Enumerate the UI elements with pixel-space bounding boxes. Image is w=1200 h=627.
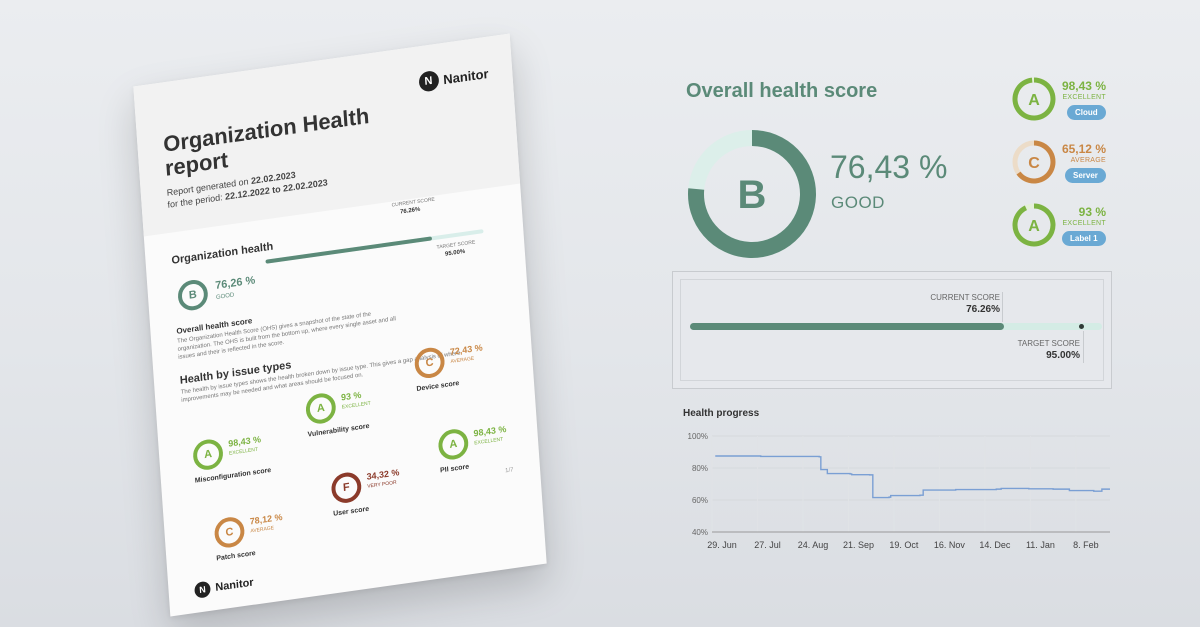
- target-score-value: 95.00%: [1046, 350, 1080, 361]
- card-patch-title: Patch score: [216, 549, 256, 563]
- card-vuln-pct: 93 %: [340, 389, 362, 403]
- y-tick-label: 100%: [688, 432, 708, 441]
- x-tick-label: 21. Sep: [843, 540, 874, 550]
- report-logo-text: Nanitor: [442, 65, 489, 87]
- sub-score-arc: [1012, 77, 1056, 121]
- health-progress-line: [715, 455, 1110, 499]
- score-bar-panel: [672, 271, 1112, 389]
- current-score-label: CURRENT SCORE: [930, 293, 1000, 302]
- x-tick-label: 24. Aug: [798, 540, 829, 550]
- card-misconfig-ring: A: [192, 437, 224, 472]
- target-score-label: TARGET SCORE: [1017, 339, 1080, 348]
- x-tick-label: 29. Jun: [707, 540, 737, 550]
- doc-target-score-value: 95.00%: [444, 248, 466, 258]
- report-page: N Nanitor Organization Health report Rep…: [133, 33, 547, 617]
- sub-score-tag[interactable]: Label 1: [1062, 231, 1106, 246]
- x-tick-label: 8. Feb: [1073, 540, 1099, 550]
- y-tick-label: 40%: [692, 528, 708, 537]
- report-footer-logo: N Nanitor: [194, 575, 254, 599]
- sub-score-grade: A: [1028, 218, 1040, 235]
- doc-org-pct: 76,26 %: [214, 274, 256, 292]
- sub-score-tag[interactable]: Server: [1065, 168, 1106, 183]
- card-misconfig-label: EXCELLENT: [228, 446, 259, 457]
- card-pii-title: PII score: [439, 463, 470, 475]
- health-progress-chart: 100% 80% 60% 40% 29. Jun 27. Jul 24. Aug 21. Se…: [688, 432, 1110, 550]
- sub-score-pct: 65,12 %: [1061, 142, 1106, 156]
- sub-score-tag[interactable]: Cloud: [1067, 105, 1106, 120]
- target-score-dot: [1078, 324, 1084, 329]
- sub-score-label: AVERAGE: [1070, 157, 1106, 164]
- card-user-title: User score: [332, 505, 370, 518]
- report-document-preview: N Nanitor Organization Health report Rep…: [60, 20, 620, 620]
- card-pii-label: EXCELLENT: [474, 436, 504, 447]
- doc-overall-text: The Organization Health Score (OHS) give…: [176, 311, 397, 361]
- x-tick-label: 19. Oct: [889, 540, 919, 550]
- current-score-marker: [1002, 292, 1003, 322]
- health-progress-title: Health progress: [683, 408, 760, 419]
- score-fill: [690, 323, 1005, 330]
- card-patch-ring: C: [213, 515, 246, 550]
- card-user-label: VERY POOR: [367, 479, 397, 490]
- y-tick-label: 60%: [692, 496, 708, 505]
- sub-score-arc: [1016, 140, 1056, 184]
- sub-score-grade: C: [1028, 155, 1040, 172]
- card-patch-pct: 78,12 %: [249, 511, 283, 527]
- card-device-title: Device score: [416, 379, 460, 393]
- nanitor-logo-icon: N: [417, 69, 440, 93]
- page-number: 1/7: [505, 467, 514, 475]
- sub-score-pct: 93 %: [1078, 205, 1106, 219]
- card-vuln-ring: A: [304, 391, 337, 426]
- card-user-ring: F: [330, 470, 363, 505]
- overall-gauge-arc: [688, 130, 816, 258]
- x-tick-label: 14. Dec: [979, 540, 1011, 550]
- x-tick-label: 16. Nov: [934, 540, 966, 550]
- x-tick-label: 11. Jan: [1026, 540, 1055, 550]
- card-vuln-title: Vulnerability score: [307, 422, 370, 439]
- y-tick-label: 80%: [692, 464, 708, 473]
- doc-current-score-value: 76.26%: [399, 206, 421, 216]
- overall-grade-letter: B: [738, 173, 767, 217]
- sub-score-pct: 98,43 %: [1061, 79, 1106, 93]
- score-bar-inner: [680, 279, 1104, 381]
- card-pii-ring: A: [437, 427, 470, 462]
- sub-score-label: EXCELLENT: [1062, 220, 1106, 227]
- org-health-heading: Organization health: [171, 240, 274, 267]
- overall-score-label: GOOD: [831, 193, 885, 212]
- doc-score-fill: [265, 236, 433, 264]
- card-device-ring: C: [413, 345, 446, 380]
- overall-grade-gauge: B: [688, 130, 816, 258]
- target-score-marker: [1083, 331, 1084, 363]
- x-tick-label: 27. Jul: [754, 540, 781, 550]
- card-patch-label: AVERAGE: [250, 525, 275, 535]
- current-score-value: 76.26%: [966, 304, 1000, 315]
- nanitor-footer-logo-icon: N: [194, 580, 211, 599]
- overall-score-pct: 76,43 %: [830, 149, 948, 185]
- sub-score-gauge: A: [1012, 203, 1056, 247]
- overall-health-title: Overall health score: [686, 80, 878, 102]
- doc-org-label: GOOD: [215, 292, 235, 301]
- report-footer-logo-text: Nanitor: [214, 576, 254, 594]
- sub-score-gauge: C: [1012, 140, 1056, 184]
- sub-score-arc: [1012, 203, 1056, 247]
- sub-score-label: EXCELLENT: [1062, 94, 1106, 101]
- doc-org-grade-ring: B: [177, 278, 209, 313]
- sub-score-grade: A: [1028, 92, 1040, 109]
- sub-score-gauge: A: [1012, 77, 1056, 121]
- card-vuln-label: EXCELLENT: [341, 400, 371, 411]
